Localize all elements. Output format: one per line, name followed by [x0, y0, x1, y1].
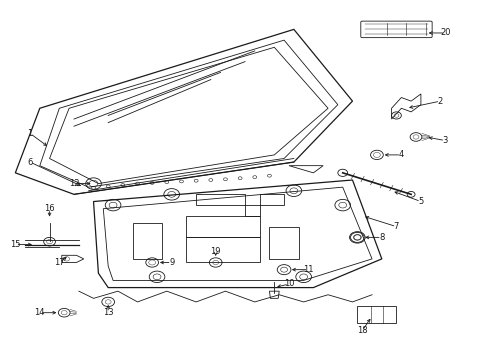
Bar [270, 226, 299, 259]
Text: 10: 10 [284, 279, 294, 288]
Text: 6: 6 [27, 158, 33, 167]
Text: 16: 16 [44, 204, 55, 213]
Text: 15: 15 [10, 240, 21, 249]
Bar [133, 223, 162, 259]
Text: 1: 1 [27, 129, 33, 138]
Text: 8: 8 [379, 233, 385, 242]
Bar [186, 216, 260, 237]
Text: 4: 4 [399, 150, 404, 159]
Text: 14: 14 [34, 308, 45, 317]
Text: 5: 5 [418, 197, 423, 206]
Text: 12: 12 [69, 179, 79, 188]
Bar [186, 237, 260, 262]
Text: 3: 3 [442, 136, 448, 145]
Text: 19: 19 [210, 247, 221, 256]
Text: 17: 17 [54, 258, 65, 267]
Text: 18: 18 [357, 326, 368, 335]
Text: 2: 2 [438, 96, 443, 105]
Text: 9: 9 [169, 258, 174, 267]
Bar [357, 306, 396, 323]
Text: 11: 11 [303, 265, 314, 274]
Text: 20: 20 [440, 28, 451, 37]
Text: 13: 13 [103, 308, 114, 317]
Text: 7: 7 [394, 222, 399, 231]
